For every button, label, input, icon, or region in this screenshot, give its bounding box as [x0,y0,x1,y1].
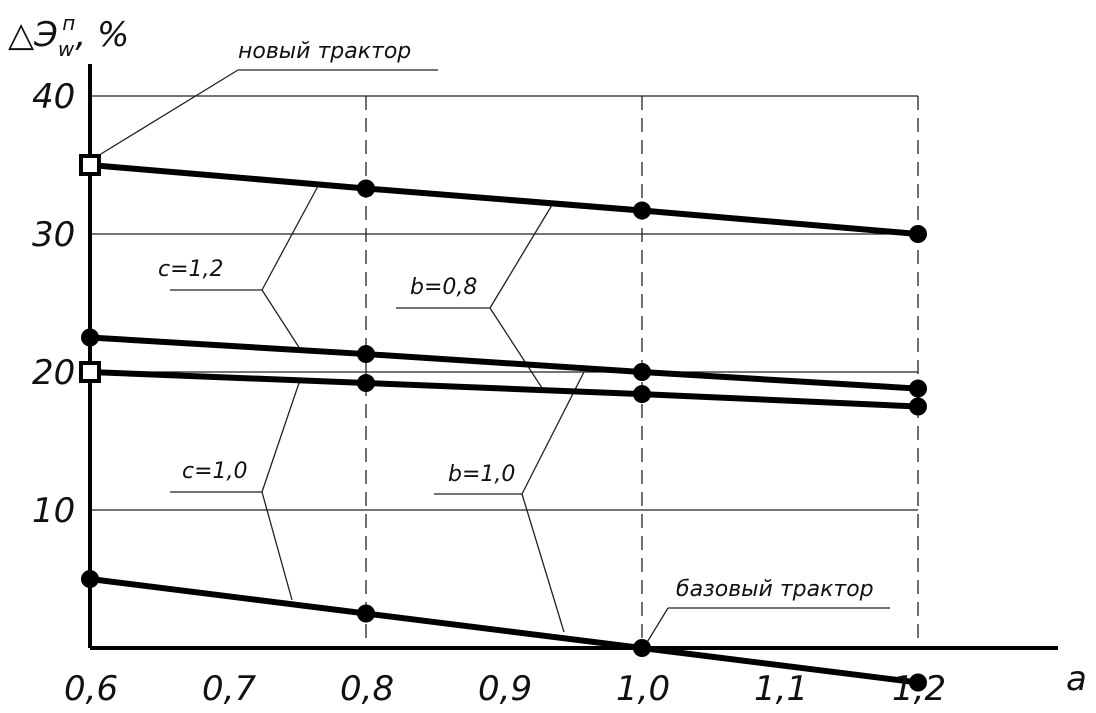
square-marker [79,154,101,176]
x-tick-label: 1,1 [754,669,808,709]
x-tick-label: 0,7 [202,669,256,709]
annotation-base-tractor: базовый трактор [676,577,874,602]
data-point [81,570,99,588]
y-axis-title: △Эwп, % [8,11,129,61]
series-line [89,369,919,410]
data-point [909,379,927,398]
data-point [357,604,375,623]
series-line [89,162,919,237]
leader-new-tractor [95,69,239,158]
data-point [633,201,651,220]
leader-b08-b [489,307,543,389]
axes [88,64,1058,650]
series-line [89,334,919,392]
annotation-c-1-0: c=1,0 [182,459,248,484]
series-group [79,154,927,692]
data-point [633,385,651,404]
annotation-b-1-0: b=1,0 [448,462,515,487]
x-tick-label: 0,6 [64,669,118,709]
data-point [633,639,651,657]
annotation-new-tractor: новый трактор [238,39,411,64]
y-tick-label: 40 [32,77,75,117]
leader-b08-a [489,204,553,309]
chart-text: 10 20 30 40 0,6 0,7 0,8 0,9 1,0 1,1 1,2 △Эwп, % a нов… [8,11,1087,709]
data-point [81,328,99,347]
grid [90,95,919,648]
x-tick-label: 1,2 [892,669,946,709]
series-4 [81,570,927,692]
leader-c12-b [261,289,303,353]
data-point [909,673,927,692]
data-point [909,397,927,416]
y-tick-label: 20 [32,353,75,393]
leader-c10-b [261,491,293,601]
data-point [357,374,375,393]
y-tick-label: 10 [32,491,75,531]
annotation-c-1-2: c=1,2 [158,257,224,282]
data-point [909,225,927,243]
square-marker [79,361,101,383]
x-axis-title: a [1066,659,1087,699]
series-line [89,576,919,686]
data-point [357,345,375,364]
annotation-leaders [95,69,890,645]
annotation-b-0-8: b=0,8 [410,275,477,300]
series-2 [81,328,927,398]
leader-c12-a [261,185,319,291]
series-1 [79,154,927,243]
leader-c10-a [261,379,301,493]
data-point [357,179,375,198]
series-3 [79,361,927,416]
leader-base-tractor [645,607,669,645]
x-tick-label: 1,0 [616,669,670,709]
x-tick-label: 0,9 [478,669,532,709]
x-tick-label: 0,8 [340,669,394,709]
data-point [633,363,651,381]
leader-b10-b [521,493,565,633]
y-tick-label: 30 [32,215,75,255]
